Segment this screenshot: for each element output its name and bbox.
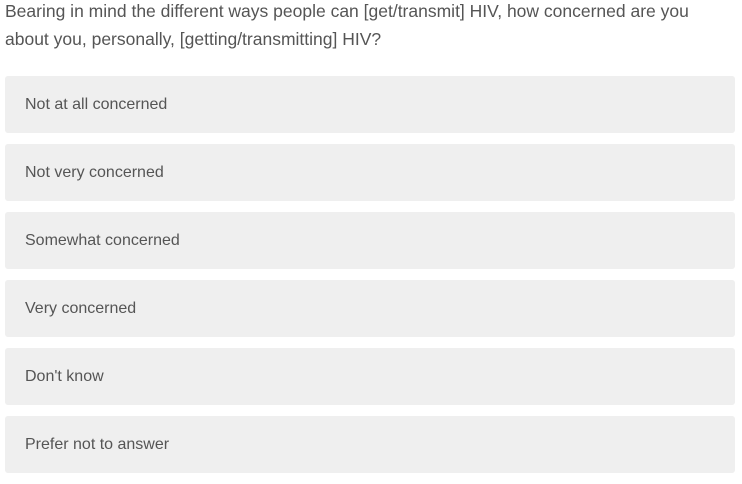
option-not-very-concerned[interactable]: Not very concerned [5, 144, 735, 201]
option-prefer-not-to-answer[interactable]: Prefer not to answer [5, 416, 735, 473]
option-label: Not very concerned [25, 163, 164, 181]
option-label: Don't know [25, 367, 104, 385]
option-not-at-all-concerned[interactable]: Not at all concerned [5, 76, 735, 133]
option-label: Prefer not to answer [25, 435, 170, 453]
option-very-concerned[interactable]: Very concerned [5, 280, 735, 337]
option-label: Somewhat concerned [25, 231, 180, 249]
option-dont-know[interactable]: Don't know [5, 348, 735, 405]
question-text: Bearing in mind the different ways peopl… [5, 1, 689, 49]
option-somewhat-concerned[interactable]: Somewhat concerned [5, 212, 735, 269]
option-label: Not at all concerned [25, 95, 168, 113]
option-label: Very concerned [25, 299, 137, 317]
